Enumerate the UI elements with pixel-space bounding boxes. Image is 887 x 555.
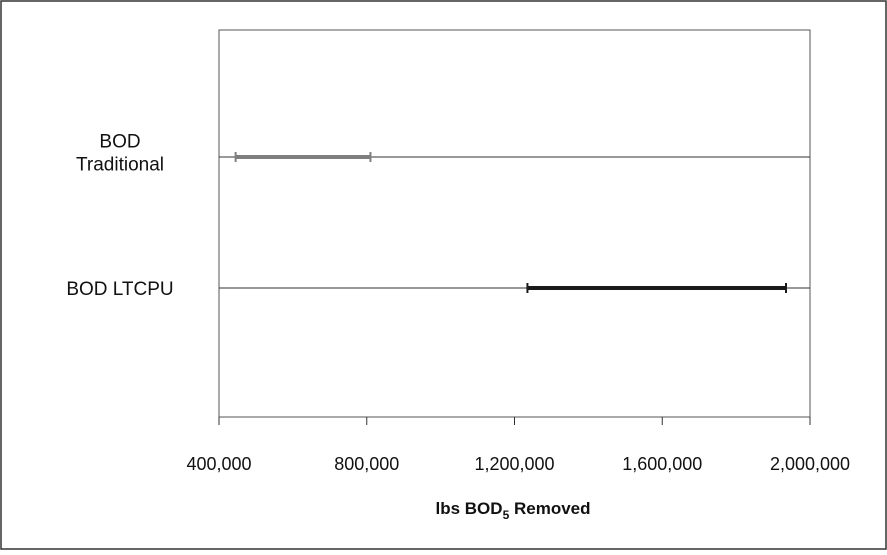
x-tick-label: 800,000	[334, 454, 399, 474]
marks-layer: BOD Traditional BOD LTCPU	[66, 132, 810, 300]
x-axis-title-suffix: Removed	[509, 499, 590, 518]
category-label-line: Traditional	[76, 155, 164, 176]
x-tick-label: 1,200,000	[474, 454, 554, 474]
category-label-line: BOD LTCPU	[66, 279, 173, 300]
plot-area	[218, 29, 811, 418]
x-axis: 400,000 800,000 1,200,000 1,600,000 2,000,00…	[186, 417, 850, 474]
x-tick-label: 2,000,000	[770, 454, 850, 474]
x-axis-title: lbs BOD5 Removed	[436, 499, 591, 522]
category-label-1: BOD LTCPU	[66, 279, 173, 300]
x-axis-title-subscript: 5	[503, 508, 510, 522]
x-tick-label: 1,600,000	[622, 454, 702, 474]
category-label-line: BOD	[99, 132, 140, 153]
x-axis-title-main: lbs BOD	[436, 499, 503, 518]
category-label-0: BOD Traditional	[76, 132, 164, 176]
x-tick-label: 400,000	[186, 454, 251, 474]
